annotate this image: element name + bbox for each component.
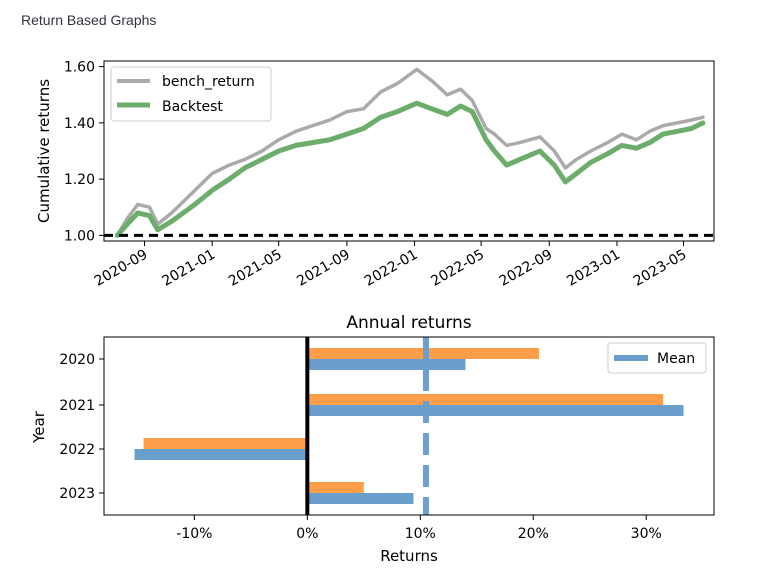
cumulative-legend: bench_return Backtest <box>110 66 272 122</box>
bar-2022-blue <box>134 449 308 460</box>
annual-legend: Mean <box>607 342 707 374</box>
x-tick-label: 10% <box>405 526 436 542</box>
y-tick-label: 1.00 <box>64 228 95 244</box>
y-tick-label: 1.20 <box>64 172 95 188</box>
x-tick-label: 2023-05 <box>631 247 690 290</box>
x-tick-label: 0% <box>296 526 318 542</box>
x-tick-label: 2023-01 <box>564 247 623 290</box>
y-tick-label: 2022 <box>59 442 95 458</box>
annual-bars-group <box>134 337 684 515</box>
legend-label-mean: Mean <box>657 351 695 367</box>
cumulative-ylabel: Cumulative returns <box>35 79 53 223</box>
annual-ylabel: Year <box>30 410 48 444</box>
page-title: Return Based Graphs <box>21 12 157 28</box>
bar-2021-blue <box>307 405 684 416</box>
y-tick-label: 2020 <box>59 352 95 368</box>
series-line-bench-return <box>115 67 705 238</box>
bar-2020-blue <box>307 359 466 370</box>
annual-returns-title: Annual returns <box>346 313 471 333</box>
cumulative-series-group <box>104 67 714 238</box>
x-tick-label: 2022-01 <box>362 247 421 290</box>
y-tick-label: 2023 <box>59 486 95 502</box>
y-tick-label: 2021 <box>59 398 95 414</box>
annual-xlabel: Returns <box>380 547 438 565</box>
bar-2021-orange <box>307 394 664 405</box>
x-tick-label: 2021-09 <box>294 247 353 290</box>
x-tick-label: 2022-05 <box>428 247 487 290</box>
legend-box <box>607 342 707 374</box>
legend-box <box>110 66 272 122</box>
x-tick-label: 2022-09 <box>497 247 556 290</box>
x-tick-label: 30% <box>631 526 662 542</box>
annual-ticks-group: 2020 2021 2022 2023 -10% 0% 10% 20% 30% <box>59 352 661 542</box>
x-tick-label: 20% <box>518 526 549 542</box>
series-line-backtest <box>114 100 706 238</box>
cumulative-plot-frame <box>103 60 715 242</box>
y-tick-label: 1.60 <box>64 60 95 76</box>
legend-label-bench: bench_return <box>162 74 255 90</box>
bar-2023-orange <box>307 482 364 493</box>
bar-2023-blue <box>307 493 414 504</box>
x-tick-label: 2021-05 <box>226 247 285 290</box>
annual-returns-chart: Annual returns 2020 2021 2022 2023 -10% 0% 10%… <box>30 313 715 565</box>
x-tick-label: 2020-09 <box>92 247 151 290</box>
annual-plot-frame <box>103 336 715 516</box>
x-tick-label: -10% <box>176 526 212 542</box>
x-tick-label: 2021-01 <box>159 247 218 290</box>
legend-label-backtest: Backtest <box>162 99 223 115</box>
bar-2022-orange <box>143 438 308 449</box>
y-tick-label: 1.40 <box>64 116 95 132</box>
